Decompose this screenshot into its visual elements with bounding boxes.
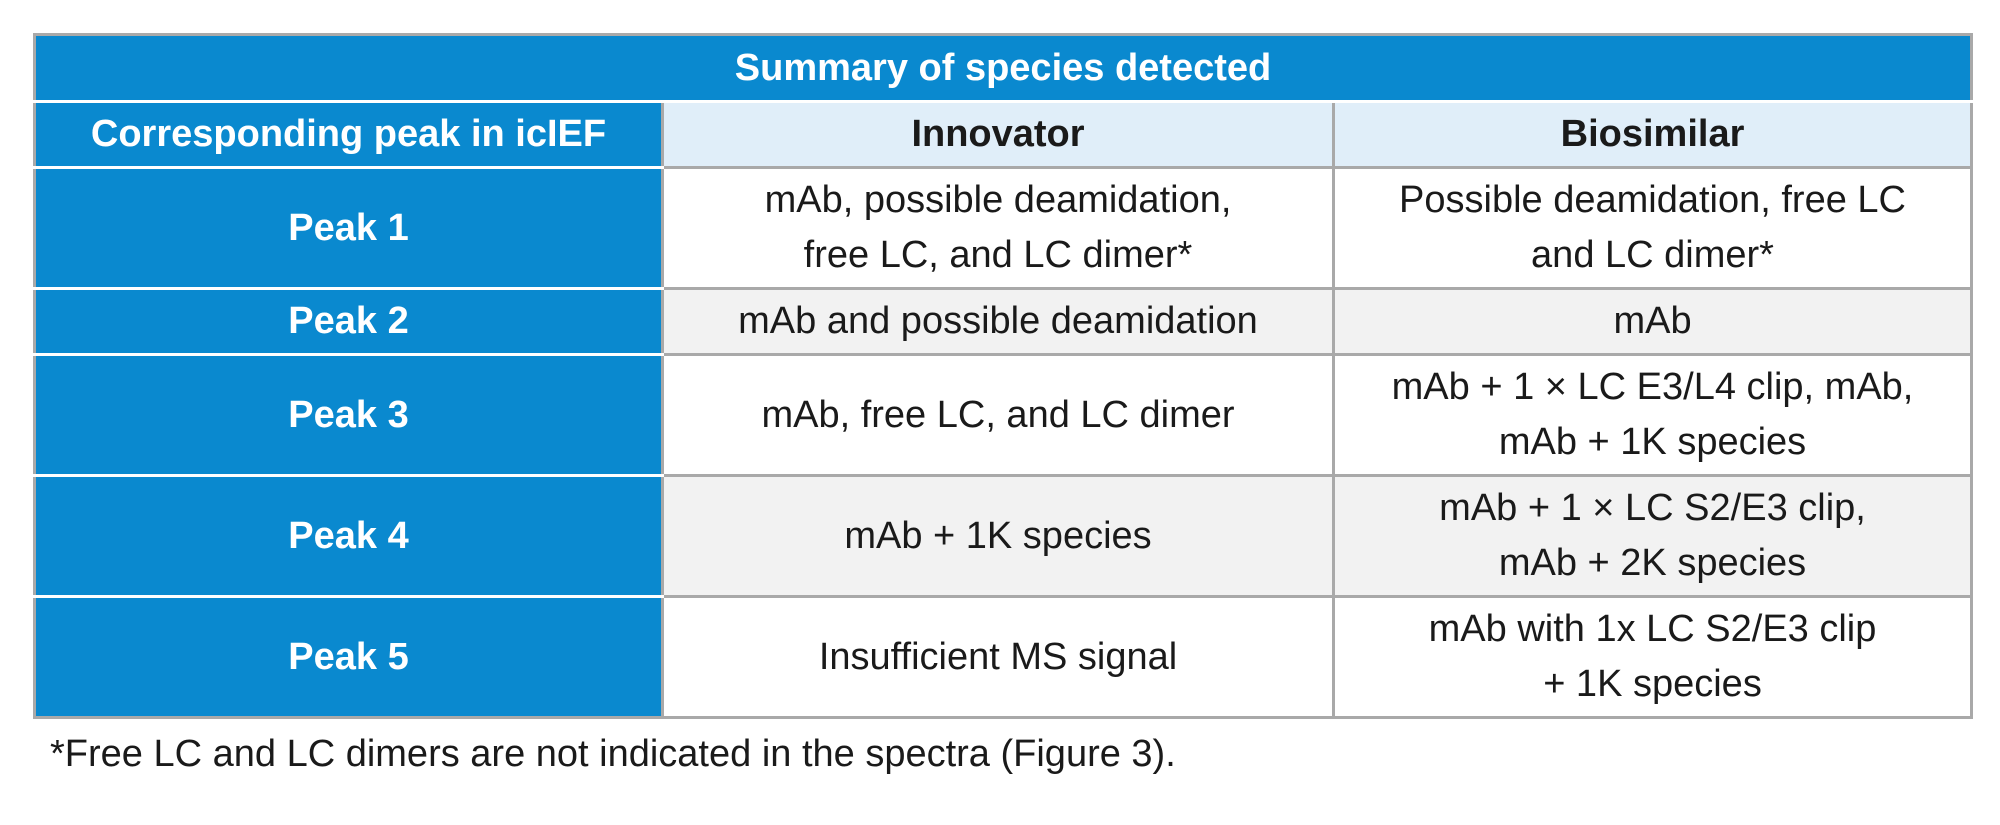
cell-line: mAb + 1K species [1498,421,1807,463]
innovator-cell: Insufficient MS signal [661,596,1334,718]
table-header-row: Corresponding peak in icIEF Innovator Bi… [34,101,1972,169]
cell-line: mAb + 2K species [1498,542,1807,584]
cell-line: mAb + 1 × LC S2/E3 clip, [1439,487,1866,529]
cell-line: mAb, free LC, and LC dimer [761,393,1235,436]
cell-line: mAb with 1x LC S2/E3 clip [1428,608,1877,650]
table-title: Summary of species detected [34,34,1972,103]
cell-line: free LC, and LC dimer* [803,234,1193,276]
table-row: Peak 1 mAb, possible deamidation, free L… [34,167,1972,290]
peak-label: Peak 1 [34,167,664,290]
table-row: Peak 4 mAb + 1K species mAb + 1 × LC S2/… [34,475,1972,598]
cell-line: mAb [1613,300,1692,342]
table-title-row: Summary of species detected [34,34,1972,103]
innovator-cell: mAb, possible deamidation, free LC, and … [661,167,1334,290]
biosimilar-cell: mAb with 1x LC S2/E3 clip + 1K species [1331,596,1972,718]
biosimilar-cell: mAb + 1 × LC E3/L4 clip, mAb, mAb + 1K s… [1331,354,1972,477]
cell-line: and LC dimer* [1531,234,1774,276]
cell-line: mAb + 1K species [844,514,1152,557]
peak-label: Peak 4 [34,475,664,598]
innovator-cell: mAb and possible deamidation [661,288,1334,356]
species-summary-table-wrapper: Summary of species detected Correspondin… [33,33,1974,719]
peak-label: Peak 3 [34,354,664,477]
cell-line: Insufficient MS signal [818,635,1178,678]
species-summary-table: Summary of species detected Correspondin… [33,33,1974,719]
cell-line: mAb and possible deamidation [738,300,1258,342]
biosimilar-cell: mAb [1331,288,1972,356]
peak-label: Peak 5 [34,596,664,718]
table-footnote: *Free LC and LC dimers are not indicated… [50,733,1176,775]
table-row: Peak 2 mAb and possible deamidation mAb [34,288,1972,356]
table-row: Peak 3 mAb, free LC, and LC dimer mAb + … [34,354,1972,477]
cell-line: mAb, possible deamidation, [764,179,1232,221]
biosimilar-cell: mAb + 1 × LC S2/E3 clip, mAb + 2K specie… [1331,475,1972,598]
cell-line: + 1K species [1543,663,1762,705]
innovator-cell: mAb + 1K species [661,475,1334,598]
cell-line: mAb + 1 × LC E3/L4 clip, mAb, [1391,366,1914,408]
cell-line: Possible deamidation, free LC [1399,179,1906,221]
header-corresponding-peak: Corresponding peak in icIEF [34,101,664,169]
biosimilar-cell: Possible deamidation, free LC and LC dim… [1331,167,1972,290]
header-innovator: Innovator [661,101,1334,169]
peak-label: Peak 2 [34,288,664,356]
table-row: Peak 5 Insufficient MS signal mAb with 1… [34,596,1972,718]
header-biosimilar: Biosimilar [1331,101,1972,169]
innovator-cell: mAb, free LC, and LC dimer [661,354,1334,477]
